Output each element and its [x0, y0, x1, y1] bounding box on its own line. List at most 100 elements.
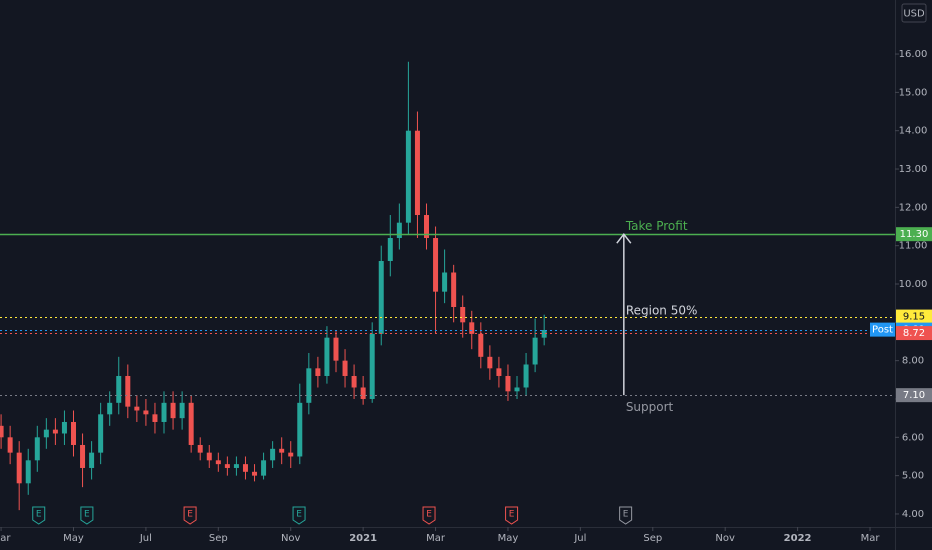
candle-body [351, 375, 357, 388]
candle [342, 349, 348, 388]
candle [80, 433, 86, 488]
candle [116, 356, 122, 415]
candle [387, 215, 393, 277]
earnings-marker[interactable]: E [505, 506, 519, 525]
candle [460, 295, 466, 338]
candle-body [161, 402, 167, 422]
candle-body [451, 272, 457, 308]
candle [405, 61, 411, 235]
candle-body [224, 464, 230, 468]
candle [496, 356, 502, 388]
candle [224, 456, 230, 476]
earnings-badge [80, 506, 94, 525]
earnings-label: E [296, 510, 302, 520]
candle-body [170, 402, 176, 419]
candle [61, 410, 67, 445]
candle-body [242, 464, 248, 472]
x-tick-label: Sep [209, 533, 228, 544]
candle-body [98, 414, 104, 453]
candle [170, 391, 176, 430]
candle [541, 314, 547, 346]
candle [98, 402, 104, 465]
earnings-label: E [623, 510, 629, 520]
candle [52, 418, 58, 445]
x-tick-label: May [63, 533, 84, 544]
candle-body [134, 406, 140, 411]
candle [206, 444, 212, 468]
earnings-marker[interactable]: E [422, 506, 436, 525]
candle [43, 418, 49, 449]
candle-body [414, 130, 420, 216]
candle-body [152, 414, 158, 422]
candle [333, 329, 339, 373]
x-tick-label: Jul [573, 533, 586, 544]
candle [7, 425, 13, 465]
candle [414, 111, 420, 239]
candle [143, 398, 149, 426]
candle [242, 456, 248, 480]
x-tick-label: Nov [281, 533, 301, 544]
candle [70, 410, 76, 457]
candle-body [315, 368, 321, 376]
y-tick-label: 15.00 [899, 87, 928, 98]
earnings-marker[interactable]: E [183, 506, 197, 525]
candle-body [378, 261, 384, 334]
candle-body [34, 437, 40, 461]
earnings-marker[interactable]: E [292, 506, 306, 525]
candle [297, 383, 303, 465]
candle-body [215, 460, 221, 465]
x-tick-label: 2022 [784, 533, 812, 544]
y-tick-label: 6.00 [902, 432, 924, 443]
candle-body [197, 444, 203, 453]
candle-body [43, 429, 49, 438]
candle [215, 452, 221, 472]
annotation: Support [626, 400, 674, 414]
earnings-badge [422, 506, 436, 525]
candle-body [505, 375, 511, 392]
candle [478, 322, 484, 369]
candle [523, 352, 529, 396]
candle-body [469, 322, 475, 334]
candle-body [279, 448, 285, 453]
arrow-head [616, 232, 632, 244]
candle-body [206, 452, 212, 461]
candle [442, 249, 448, 304]
candle-body [487, 356, 493, 369]
candle [0, 414, 4, 449]
currency-label: USD [903, 9, 925, 20]
post-tag-label: Post [872, 325, 893, 336]
currency-box[interactable] [901, 3, 927, 23]
candle-body [107, 402, 113, 415]
candle [532, 318, 538, 373]
candle-body [270, 448, 276, 461]
earnings-marker[interactable]: E [619, 506, 633, 525]
earnings-marker[interactable]: E [32, 506, 46, 525]
price-level-label: 9.15 [903, 312, 925, 323]
earnings-marker[interactable]: E [80, 506, 94, 525]
candle [351, 364, 357, 399]
candle-body [541, 329, 547, 338]
candle-body [125, 375, 131, 407]
candle [396, 203, 402, 250]
y-tick-label: 12.00 [899, 202, 928, 213]
x-tick-label: Mar [426, 533, 446, 544]
x-tick-label: Jul [139, 533, 152, 544]
candle-body [179, 402, 185, 419]
candle [369, 322, 375, 403]
earnings-badge [32, 506, 46, 525]
candle [378, 245, 384, 346]
candle-body [496, 368, 502, 376]
candle [179, 391, 185, 430]
candle [16, 441, 22, 511]
candle [324, 326, 330, 384]
candle-body [52, 429, 58, 434]
candle [315, 356, 321, 388]
x-tick-label: Sep [643, 533, 662, 544]
candle-body [532, 337, 538, 365]
candle [188, 395, 194, 453]
candle-body [261, 460, 267, 476]
price-level-tag [896, 326, 932, 341]
candle-body [297, 402, 303, 457]
y-tick-label: 13.00 [899, 164, 928, 175]
y-tick-label: 5.00 [902, 471, 924, 482]
